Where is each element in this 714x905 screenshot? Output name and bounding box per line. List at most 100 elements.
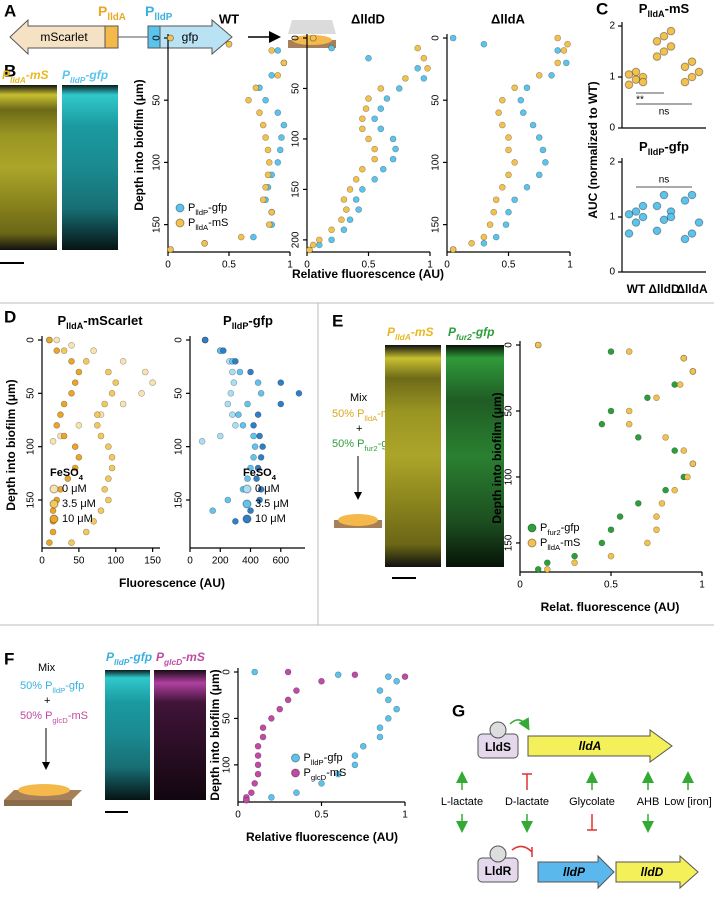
regulation-arrows — [456, 771, 694, 833]
y-tick-label: 0 — [291, 35, 302, 41]
text-part: -gfp — [324, 752, 343, 764]
signal-label: Glycolate — [569, 796, 615, 808]
data-point — [631, 218, 641, 227]
subscript: lldP — [311, 758, 324, 767]
x-tick-label: ΔlldA — [676, 282, 708, 296]
x-tick-label: 0.5 — [362, 260, 376, 271]
legend-swatch — [175, 218, 185, 228]
data-point — [351, 761, 359, 769]
panel-letter: G — [452, 701, 465, 720]
biofilm-icon — [288, 20, 336, 48]
legend-label: Pfur2-gfp — [540, 522, 580, 537]
y-tick-label: 100 — [291, 130, 302, 147]
y-tick-label: 0 — [26, 337, 37, 343]
y-tick-label: 0 — [431, 35, 442, 41]
data-point — [201, 239, 208, 247]
text-part: -mS — [26, 68, 49, 82]
mix-label: Mix — [38, 662, 56, 674]
data-point — [101, 486, 108, 493]
data-point — [274, 47, 282, 54]
text-part: P — [540, 537, 547, 549]
data-point — [108, 454, 116, 461]
text-part: -gfp — [129, 650, 152, 664]
y-tick-label: 150 — [174, 491, 185, 508]
x-tick-label: 150 — [144, 556, 161, 567]
data-point — [229, 368, 236, 376]
data-point — [449, 34, 457, 42]
data-point — [659, 47, 669, 56]
legend-swatch — [49, 484, 59, 494]
legend-swatch — [242, 484, 252, 494]
chart-title: ΔlldD — [351, 11, 385, 26]
data-point — [236, 368, 244, 376]
data-point — [383, 95, 391, 102]
data-point — [268, 72, 276, 79]
text-part: -gfp — [561, 522, 580, 534]
data-point — [82, 358, 90, 365]
data-point — [393, 705, 400, 713]
data-point — [523, 84, 531, 92]
data-point — [365, 54, 372, 62]
data-point — [280, 59, 288, 67]
data-point — [278, 134, 285, 141]
data-point — [71, 464, 79, 472]
activation-arrow — [509, 717, 530, 731]
x-tick-label: 100 — [107, 556, 124, 567]
data-point — [338, 216, 345, 223]
gene-arrow — [615, 854, 699, 890]
data-point — [534, 341, 542, 349]
micrograph — [105, 670, 150, 800]
data-point — [384, 696, 392, 704]
data-point — [250, 454, 257, 461]
data-point — [624, 70, 634, 79]
data-point — [315, 236, 323, 244]
data-point — [46, 539, 53, 546]
subscript: lldP — [154, 12, 172, 23]
data-point — [384, 715, 392, 722]
text-part: -mS — [665, 1, 690, 16]
data-point — [254, 752, 262, 759]
data-point — [82, 528, 90, 536]
data-point — [680, 234, 690, 244]
y-tick-label: 150 — [431, 216, 442, 233]
y-tick-label: 100 — [504, 468, 515, 485]
data-point — [389, 155, 397, 163]
text-part: P — [188, 217, 195, 229]
panel-letter: C — [596, 0, 608, 18]
data-point — [359, 115, 366, 123]
x-tick-label: 1 — [567, 260, 573, 271]
data-point — [97, 507, 105, 514]
data-point — [598, 420, 606, 428]
data-point — [68, 390, 75, 397]
micrograph — [0, 85, 57, 250]
data-point — [377, 105, 385, 112]
data-point — [359, 742, 367, 750]
data-point — [625, 420, 633, 428]
data-point — [377, 85, 385, 92]
data-point — [243, 796, 250, 804]
data-point — [671, 486, 679, 494]
data-point — [529, 121, 537, 129]
data-point — [230, 379, 238, 386]
y-tick-label: 200 — [291, 231, 302, 248]
data-point — [250, 422, 257, 429]
chart-title: PlldA-mScarlet — [57, 313, 143, 331]
text-part: P — [304, 752, 311, 764]
data-point — [251, 668, 258, 676]
data-point — [280, 121, 288, 129]
data-point — [254, 761, 262, 769]
x-axis-label: Relative fluorescence (AU) — [292, 267, 444, 281]
data-point — [535, 171, 543, 179]
data-point — [490, 208, 498, 216]
data-point — [277, 400, 285, 408]
data-point — [247, 368, 254, 376]
data-point — [480, 40, 488, 48]
data-point — [352, 196, 360, 203]
y-tick-label: 50 — [174, 387, 185, 399]
data-point — [105, 443, 112, 450]
data-point — [268, 47, 276, 54]
chart-title: PlldP-gfp — [223, 313, 273, 331]
y-tick-label: 150 — [26, 491, 37, 508]
signal-label: Low [iron] — [664, 796, 712, 808]
